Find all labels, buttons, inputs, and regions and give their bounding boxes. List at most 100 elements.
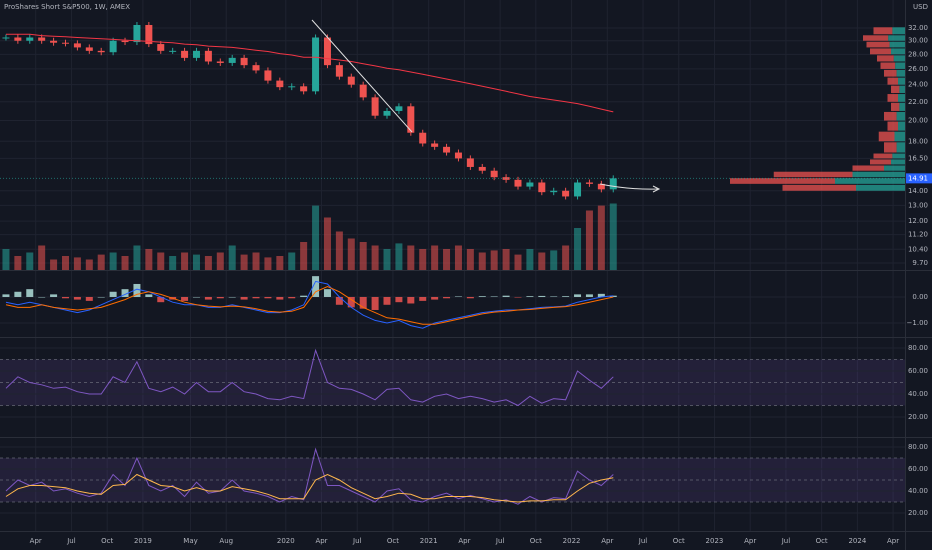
candle [562,190,570,197]
candle [121,40,129,43]
volume-bar [288,252,296,270]
macd-histogram-bar [97,296,105,298]
volume-bar [145,249,153,270]
candle [335,65,343,77]
profile-bar-part [884,165,905,171]
volume-bar [264,257,272,270]
x-tick-label: Apr [887,537,899,545]
candle [276,80,284,88]
candle [597,183,605,190]
macd-histogram-bar [61,296,69,299]
volume-bar [38,245,46,270]
profile-bar [887,121,898,131]
x-tick-label: Oct [101,537,113,545]
profile-bar [873,27,893,35]
candle [50,40,58,43]
candle [216,61,224,63]
volume-bar [228,245,236,270]
candle [431,143,439,147]
y-tick-label: 60.00 [908,465,928,473]
y-tick-label: 26.00 [908,65,928,73]
profile-bar [884,111,897,121]
volume-bar [216,252,224,270]
macd-histogram-bar [50,294,58,297]
macd-histogram-bar [419,296,427,301]
volume-bar [526,249,534,270]
candle [526,182,534,187]
macd-histogram-bar [550,296,558,297]
y-tick-label: 40.00 [908,390,928,398]
volume-bar [395,243,403,270]
candle [38,37,46,41]
profile-bar-part [898,77,905,85]
candle [395,106,403,111]
volume-bar [204,256,212,270]
y-tick-label: 20.00 [908,413,928,421]
x-tick-label: 2022 [563,537,581,545]
volume-bar [252,252,260,270]
y-tick-label: 80.00 [908,443,928,451]
y-tick-label: 60.00 [908,367,928,375]
x-tick-label: Apr [601,537,613,545]
macd-histogram-bar [454,296,462,297]
candle [61,42,69,44]
candle [585,182,593,184]
volume-bar [490,250,498,270]
chart-title: ProShares Short S&P500, 1W, AMEX [4,3,130,11]
profile-bar-part [856,184,905,191]
candle [169,50,177,52]
candle [109,40,117,53]
profile-bar-part [894,131,905,142]
profile-bar-part [892,27,905,35]
macd-histogram-bar [431,296,439,300]
volume-bar [359,242,367,270]
profile-bar-part [891,48,905,55]
macd-histogram-bar [490,296,498,297]
candle [85,47,93,51]
macd-histogram-bar [85,296,93,301]
y-tick-label: 24.00 [908,81,928,89]
macd-histogram-bar [443,296,451,299]
macd-histogram-bar [73,296,81,300]
profile-bar [782,184,856,191]
volume-bar [514,254,522,270]
candle [347,76,355,85]
volume-bar [276,256,284,270]
macd-histogram-bar [312,276,320,297]
macd-histogram-bar [276,296,284,300]
macd-histogram-bar [121,289,129,297]
x-tick-label: Apr [744,537,756,545]
macd-histogram-bar [597,293,605,297]
candle [300,86,308,92]
profile-bar-part [896,111,905,121]
macd-histogram-bar [240,296,248,300]
y-tick-label: 20.00 [908,509,928,517]
projection-arrow [599,183,659,190]
indicator-line [6,33,614,113]
x-tick-label: Jul [352,537,362,545]
profile-bar-part [893,55,905,62]
volume-bar [550,250,558,270]
candle [14,37,22,41]
volume-bar [323,217,331,270]
volume-bar [502,249,510,270]
macd-histogram-bar [526,296,534,297]
candle [133,24,141,43]
y-tick-label: 40.00 [908,487,928,495]
x-tick-label: Jul [495,537,505,545]
volume-bar [14,256,22,270]
x-tick-label: 2020 [277,537,295,545]
volume-bar [454,245,462,270]
profile-bar-part [888,35,905,41]
macd-histogram-bar [2,294,10,297]
candle [359,84,367,98]
y-tick-label: 0.00 [912,293,928,301]
volume-bar [585,210,593,270]
candle [252,65,260,71]
indicator-line [5,447,614,505]
candle [228,57,236,63]
volume-bar [73,257,81,270]
volume-bar [169,256,177,270]
macd-histogram-bar [26,289,34,297]
profile-bar-part [899,85,905,94]
